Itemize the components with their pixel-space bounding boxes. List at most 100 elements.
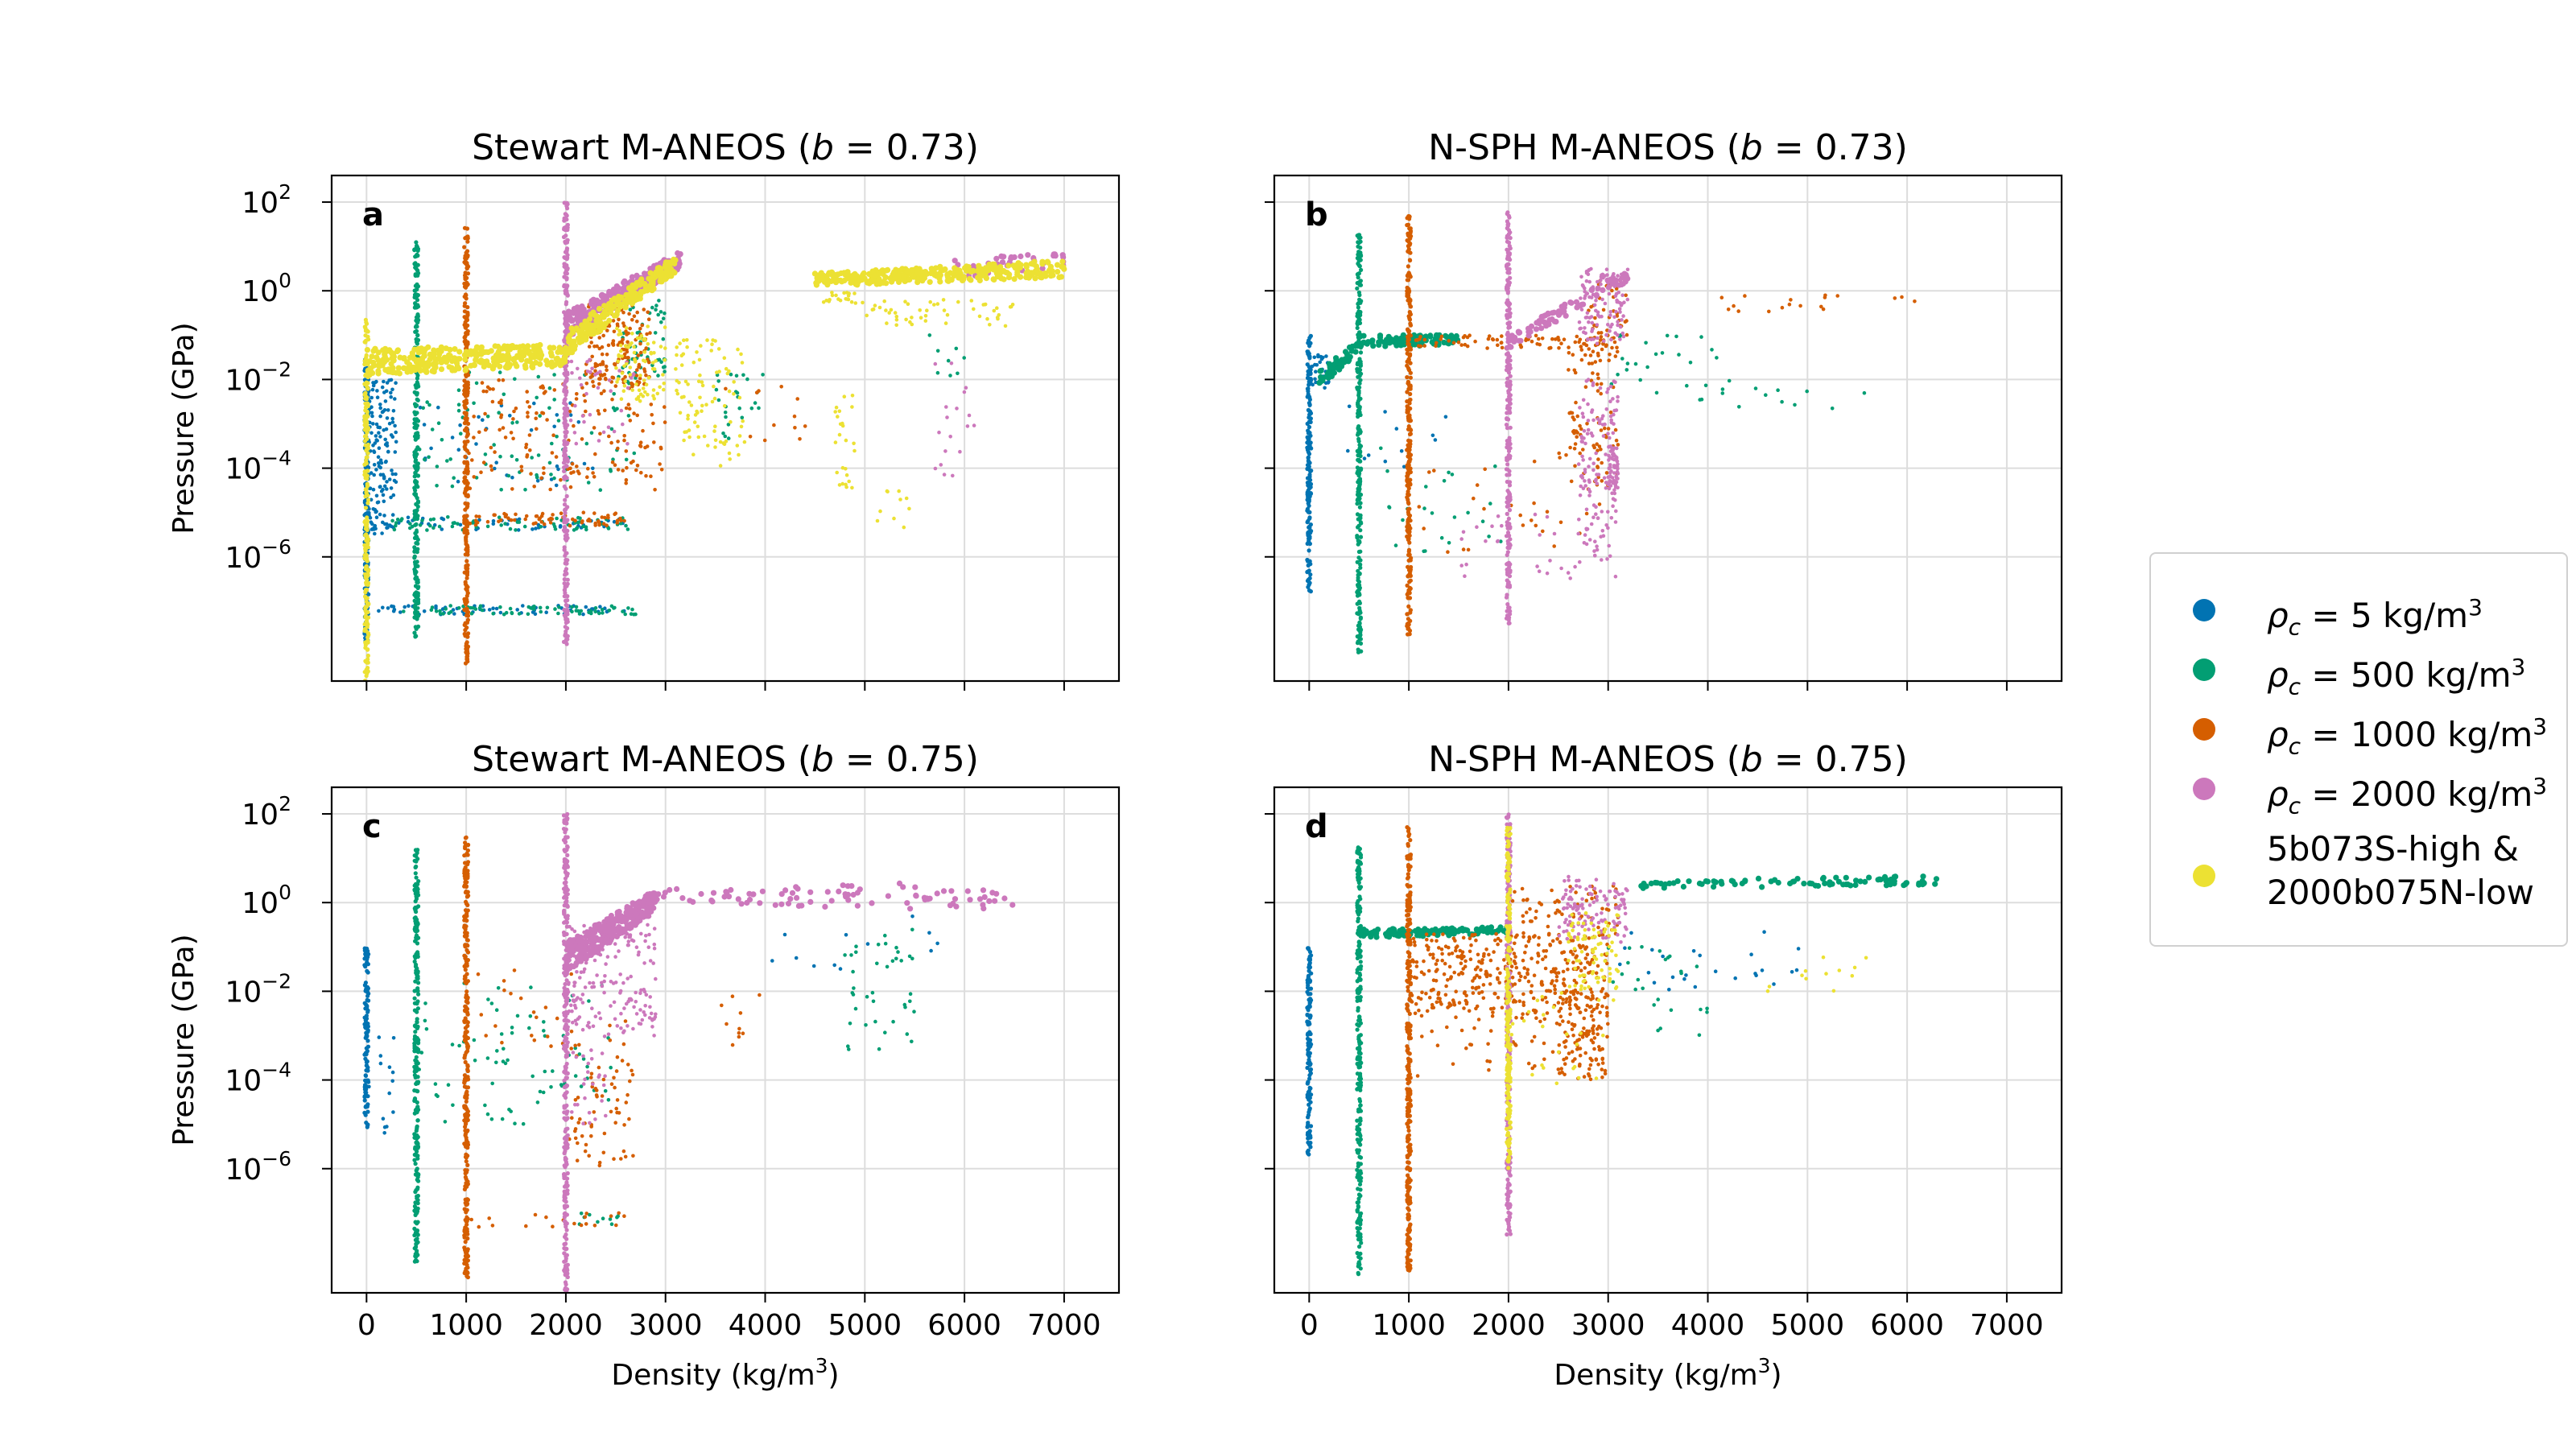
scatter-point — [943, 321, 948, 325]
scatter-point — [745, 377, 749, 382]
column-point — [365, 640, 370, 645]
scatter-point — [491, 612, 495, 616]
scatter-point — [1439, 535, 1444, 540]
scatter-point — [514, 458, 519, 462]
scatter-point — [1537, 336, 1541, 341]
scatter-point — [402, 605, 407, 609]
scatter-point — [435, 464, 440, 469]
scatter-point — [587, 316, 593, 322]
scatter-point — [615, 326, 619, 331]
scatter-point — [904, 317, 908, 322]
scatter-point — [1362, 456, 1367, 460]
scatter-point — [390, 518, 394, 523]
scatter-point — [456, 448, 461, 452]
column-point — [562, 465, 567, 470]
scatter-point — [1821, 307, 1826, 312]
scatter-point — [1319, 354, 1323, 359]
scatter-point — [389, 486, 394, 490]
scatter-point — [601, 522, 606, 526]
column-point — [464, 632, 469, 638]
scatter-point — [704, 402, 708, 407]
scatter-point — [1447, 541, 1451, 545]
scatter-point — [509, 518, 514, 522]
scatter-point — [371, 422, 375, 426]
scatter-point — [1596, 475, 1600, 480]
scatter-point — [964, 263, 970, 270]
scatter-point — [501, 426, 506, 430]
scatter-point — [1534, 333, 1538, 338]
scatter-point — [1573, 442, 1578, 446]
scatter-point — [1600, 460, 1604, 465]
scatter-point — [1461, 335, 1466, 340]
column-point — [413, 265, 418, 270]
scatter-point — [547, 345, 553, 351]
scatter-point — [1376, 339, 1382, 345]
column-point — [463, 454, 468, 460]
scatter-point — [1567, 368, 1571, 372]
scatter-point — [390, 469, 394, 473]
column-point — [1408, 526, 1413, 530]
scatter-point — [1032, 275, 1038, 282]
scatter-point — [535, 473, 539, 477]
scatter-point — [1393, 543, 1398, 547]
scatter-point — [1552, 544, 1556, 548]
scatter-point — [617, 303, 624, 310]
column-point — [415, 376, 420, 381]
scatter-point — [964, 386, 968, 390]
scatter-point — [386, 366, 392, 373]
scatter-point — [646, 342, 650, 346]
scatter-point — [1472, 496, 1476, 501]
scatter-point — [638, 392, 643, 397]
scatter-point — [368, 515, 373, 520]
scatter-point — [709, 349, 713, 353]
scatter-point — [462, 367, 469, 374]
scatter-point — [508, 606, 513, 611]
scatter-point — [628, 308, 633, 312]
scatter-point — [841, 277, 848, 284]
scatter-point — [611, 343, 616, 347]
column-point — [564, 392, 568, 398]
scatter-point — [663, 357, 667, 362]
scatter-point — [792, 414, 797, 419]
scatter-point — [1439, 334, 1444, 339]
column-point — [363, 357, 368, 362]
scatter-point — [852, 291, 857, 295]
scatter-point — [377, 446, 382, 450]
scatter-point — [492, 443, 496, 447]
scatter-point — [894, 323, 898, 328]
scatter-point — [374, 468, 378, 472]
scatter-point — [490, 355, 497, 361]
column-point — [1307, 444, 1312, 449]
scatter-point — [721, 441, 725, 445]
scatter-point — [654, 303, 658, 308]
scatter-point — [621, 469, 625, 473]
scatter-point — [661, 316, 666, 321]
scatter-point — [364, 347, 370, 353]
scatter-point — [588, 357, 592, 362]
column-point — [462, 476, 467, 481]
scatter-point — [615, 518, 620, 522]
scatter-point — [369, 395, 374, 400]
column-point — [1307, 580, 1312, 585]
scatter-point — [941, 298, 946, 302]
scatter-point — [427, 356, 433, 362]
scatter-point — [497, 363, 503, 369]
scatter-point — [983, 275, 989, 282]
scatter-point — [821, 300, 826, 304]
scatter-point — [1313, 377, 1317, 382]
scatter-point — [713, 445, 717, 449]
scatter-point — [1620, 357, 1624, 361]
scatter-point — [555, 464, 559, 469]
scatter-point — [1608, 410, 1613, 415]
column-point — [1305, 476, 1311, 481]
scatter-point — [1417, 505, 1422, 509]
scatter-point — [644, 473, 648, 478]
column-point — [1359, 299, 1364, 303]
scatter-point — [663, 420, 667, 424]
scatter-point — [632, 314, 637, 319]
scatter-point — [485, 524, 490, 529]
scatter-point — [740, 361, 745, 365]
scatter-point — [1447, 470, 1451, 475]
scatter-point — [1600, 479, 1604, 483]
scatter-point — [1383, 410, 1387, 414]
